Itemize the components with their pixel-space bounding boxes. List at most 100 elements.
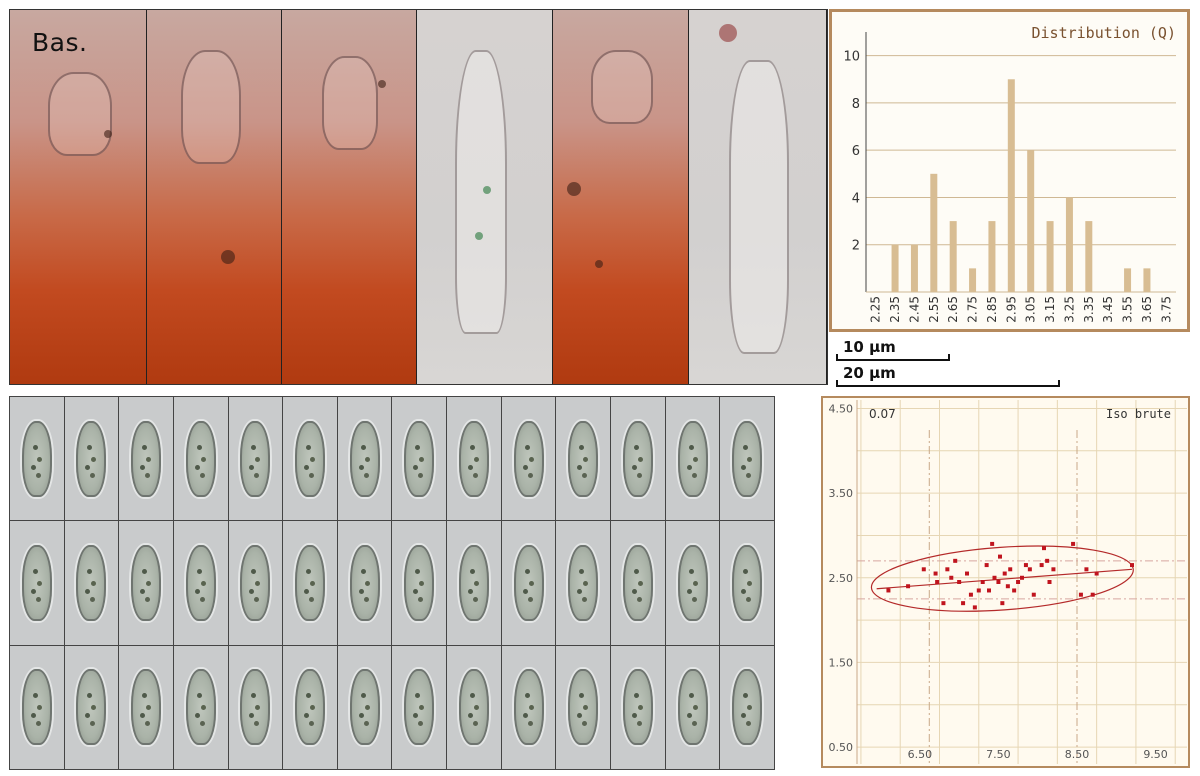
histogram-svg: 2 4 6 8 10 2.25 2.35 2.45 2.55 2.65 2.75 2.85 2.95 3.… [843,24,1176,323]
basidia-label: Bas. [32,28,88,57]
scatter-point [1027,567,1032,572]
scatter-point [1016,580,1021,584]
spore-cell [665,521,720,645]
spore [295,544,326,621]
spore-cell [447,645,501,769]
spore [185,669,216,746]
spore-cell [283,645,337,769]
histogram-x-tick: 2.25 [869,296,883,323]
basidium-photo-4 [553,10,689,384]
spore [622,544,653,621]
spore [295,420,326,497]
spore-cell [611,521,665,645]
histogram-bar [1027,150,1035,292]
spore-cell [64,521,119,645]
basidium-photo-2 [147,10,282,384]
spore-cell [10,521,64,645]
spore [240,669,271,746]
spore [404,544,435,621]
scatter-point [1130,563,1134,568]
histogram-bar [949,221,957,292]
spore-cell [173,397,228,521]
histogram-bar [988,221,996,292]
scatter-point [921,567,926,572]
histogram-y-tick: 6 [852,144,860,159]
scatter-point [1012,588,1017,593]
scatter-point [1078,592,1083,597]
spore-cell [173,645,228,769]
spore-cell [392,397,447,521]
spore [568,420,599,497]
scatter-point [1042,546,1046,551]
spore [732,669,763,746]
spore-cell [720,521,774,645]
spore [76,420,107,497]
scatter-point [1039,563,1044,568]
histogram-x-tick: 2.95 [1004,296,1018,323]
spore-cell [10,645,64,769]
spore [677,544,708,621]
scatter-x-tick: 8.50 [1065,748,1090,761]
histogram-x-tick: 2.45 [907,296,921,323]
spore [622,420,653,497]
scale-bar-10um [836,354,950,361]
spore-cell [228,645,283,769]
spore [185,544,216,621]
histogram-x-tick: 3.35 [1082,296,1096,323]
scatter-point [980,580,985,584]
scatter-point [1020,575,1024,580]
cell-speck [221,250,235,264]
scatter-point [968,592,973,597]
q-distribution-histogram: 2 4 6 8 10 2.25 2.35 2.45 2.55 2.65 2.75 2.85 2.95 3.… [829,9,1190,332]
histogram-bar [930,173,938,292]
spore [458,544,489,621]
scatter-point [1008,567,1013,572]
histogram-x-tick: 2.65 [946,296,960,323]
scatter-point [987,588,991,593]
scatter-point [1051,567,1056,572]
spore [349,420,380,497]
scatter-point [1047,580,1052,584]
spore-cell [720,397,774,521]
scatter-corner-label: 0.07 [869,407,896,421]
scatter-x-tick: 7.50 [986,748,1011,761]
cell-speck [567,182,581,196]
histogram-bar [1007,79,1015,292]
histogram-x-tick: 3.65 [1140,296,1154,323]
spore [513,544,544,621]
scatter-point [965,571,969,576]
spore [458,420,489,497]
histogram-x-tick: 3.15 [1043,296,1057,323]
scatter-y-tick: 0.50 [829,741,854,754]
scatter-point [945,567,950,572]
spore [349,669,380,746]
spore [76,669,107,746]
scatter-point [990,541,995,546]
histogram-x-tick: 3.45 [1101,296,1115,323]
spore-cell [720,645,774,769]
basidium-photo-1: Bas. [10,10,147,384]
spore [131,669,162,746]
spore-cell [501,521,556,645]
scatter-point [933,571,938,576]
spore-cell [337,645,392,769]
spore [21,420,52,497]
histogram-bar [1124,268,1132,292]
spore-cell [337,521,392,645]
scatter-point [1005,584,1010,589]
spore [76,544,107,621]
spore [131,420,162,497]
spore [677,420,708,497]
scatter-point [984,563,989,568]
spore-cell [447,397,501,521]
spore [622,669,653,746]
scatter-title: Iso brute [1106,407,1171,421]
histogram-y-tick: 8 [852,97,860,112]
spore [458,669,489,746]
spore-cell [64,397,119,521]
spore [240,544,271,621]
scatter-point [1045,558,1050,563]
scatter-point [953,558,958,563]
scatter-point [1071,541,1076,546]
cystidium-photo-1 [417,10,553,384]
